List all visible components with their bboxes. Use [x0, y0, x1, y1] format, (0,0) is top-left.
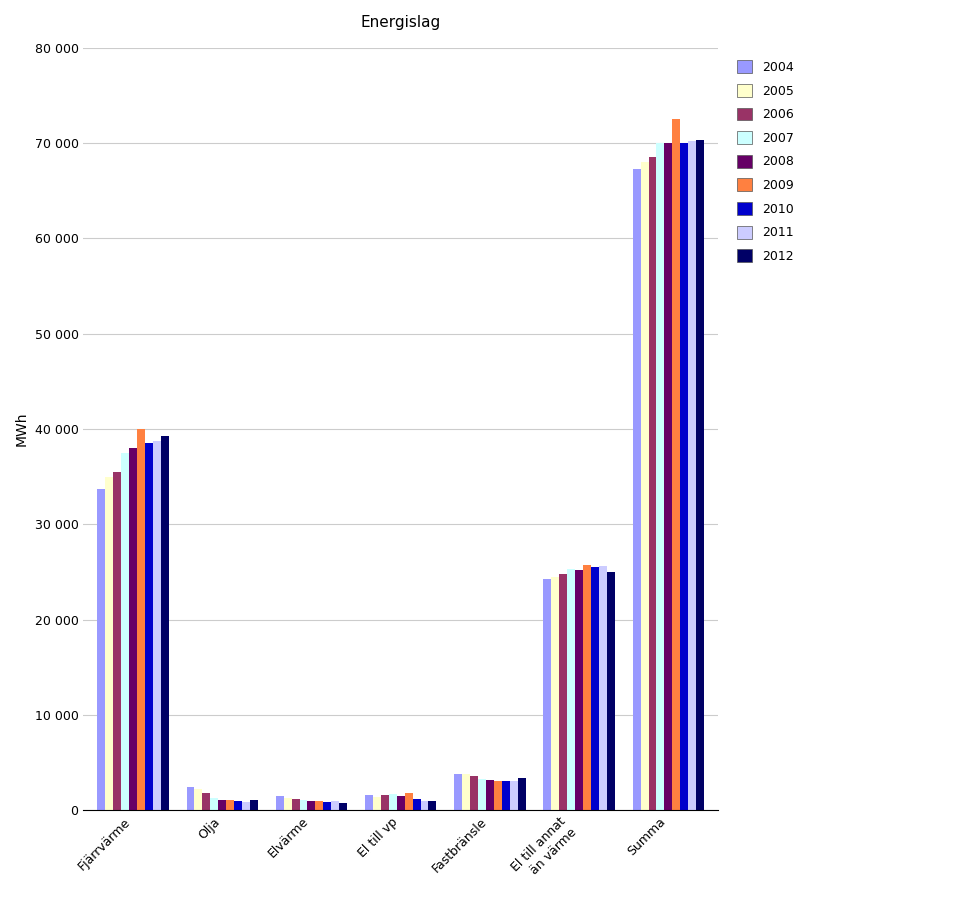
Bar	[486, 779, 493, 810]
Bar	[607, 572, 614, 810]
Bar	[599, 566, 607, 810]
Bar	[121, 453, 129, 810]
Bar	[227, 800, 234, 810]
Bar	[160, 436, 169, 810]
Bar	[454, 774, 462, 810]
Bar	[420, 801, 428, 810]
Bar	[405, 793, 413, 810]
Bar	[493, 780, 502, 810]
Bar	[365, 795, 372, 810]
Bar	[372, 796, 381, 810]
Bar	[567, 569, 575, 810]
Bar	[195, 789, 203, 810]
Bar	[517, 778, 525, 810]
Bar	[113, 472, 121, 810]
Bar	[137, 429, 145, 810]
Bar	[292, 799, 300, 810]
Bar	[129, 448, 137, 810]
Bar	[664, 143, 672, 810]
Bar	[560, 574, 567, 810]
Bar	[396, 796, 405, 810]
Title: Energislag: Energislag	[361, 15, 441, 30]
Bar	[316, 801, 324, 810]
Bar	[633, 168, 640, 810]
Bar	[470, 776, 478, 810]
Bar	[413, 799, 420, 810]
Bar	[106, 477, 113, 810]
Y-axis label: MWh: MWh	[15, 412, 29, 446]
Bar	[234, 801, 242, 810]
Bar	[591, 567, 599, 810]
Bar	[478, 778, 486, 810]
Bar	[186, 787, 195, 810]
Bar	[284, 797, 292, 810]
Bar	[276, 796, 284, 810]
Bar	[688, 141, 696, 810]
Bar	[502, 780, 510, 810]
Bar	[242, 802, 250, 810]
Bar	[339, 803, 348, 810]
Bar	[428, 802, 437, 810]
Bar	[210, 797, 218, 810]
Bar	[672, 120, 681, 810]
Bar	[649, 158, 657, 810]
Bar	[218, 800, 227, 810]
Bar	[153, 441, 160, 810]
Bar	[640, 162, 649, 810]
Bar	[583, 565, 591, 810]
Bar	[543, 580, 551, 810]
Bar	[324, 802, 331, 810]
Bar	[462, 774, 470, 810]
Bar	[300, 800, 307, 810]
Bar	[307, 801, 316, 810]
Bar	[510, 780, 517, 810]
Legend: 2004, 2005, 2006, 2007, 2008, 2009, 2010, 2011, 2012: 2004, 2005, 2006, 2007, 2008, 2009, 2010…	[731, 54, 800, 269]
Bar	[696, 140, 704, 810]
Bar	[551, 577, 560, 810]
Bar	[575, 570, 583, 810]
Bar	[389, 794, 396, 810]
Bar	[381, 795, 389, 810]
Bar	[97, 489, 106, 810]
Bar	[250, 800, 258, 810]
Bar	[681, 143, 688, 810]
Bar	[203, 793, 210, 810]
Bar	[145, 444, 153, 810]
Bar	[331, 802, 339, 810]
Bar	[657, 143, 664, 810]
